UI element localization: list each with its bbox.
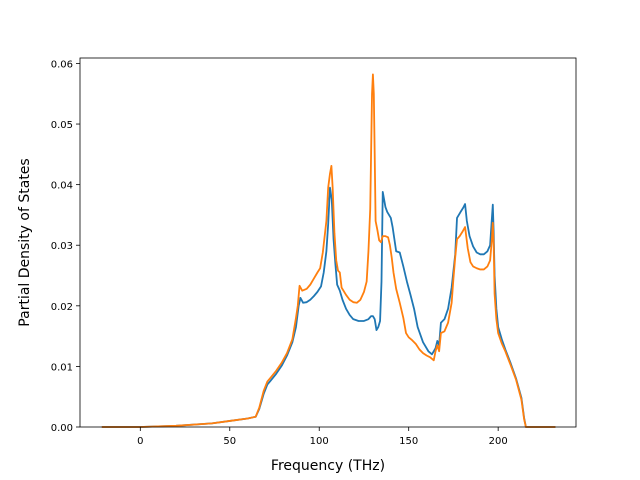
x-axis-label: Frequency (THz) <box>271 458 385 474</box>
y-tick-label: 0.03 <box>51 241 73 252</box>
series-line-2 <box>101 73 556 428</box>
y-tick-label: 0.06 <box>51 59 73 70</box>
x-tick-label: 200 <box>489 436 508 447</box>
x-tick-label: 0 <box>137 436 143 447</box>
y-tick-label: 0.00 <box>51 423 73 434</box>
x-tick-label: 100 <box>310 436 329 447</box>
y-tick-label: 0.04 <box>51 181 73 192</box>
x-tick-label: 150 <box>399 436 418 447</box>
y-tick-label: 0.05 <box>51 120 73 131</box>
y-tick-label: 0.02 <box>51 302 73 313</box>
axes-frame <box>79 57 577 428</box>
y-tick-label: 0.01 <box>51 362 73 373</box>
ticks-layer: 0 50 100 150 200 0.00 0.01 0.02 0.03 0.04 0.05 0.06 <box>51 59 508 447</box>
x-tick-label: 50 <box>223 436 236 447</box>
plot-area <box>80 58 576 427</box>
series-layer <box>101 73 556 428</box>
y-axis-label: Partial Density of States <box>17 158 33 326</box>
